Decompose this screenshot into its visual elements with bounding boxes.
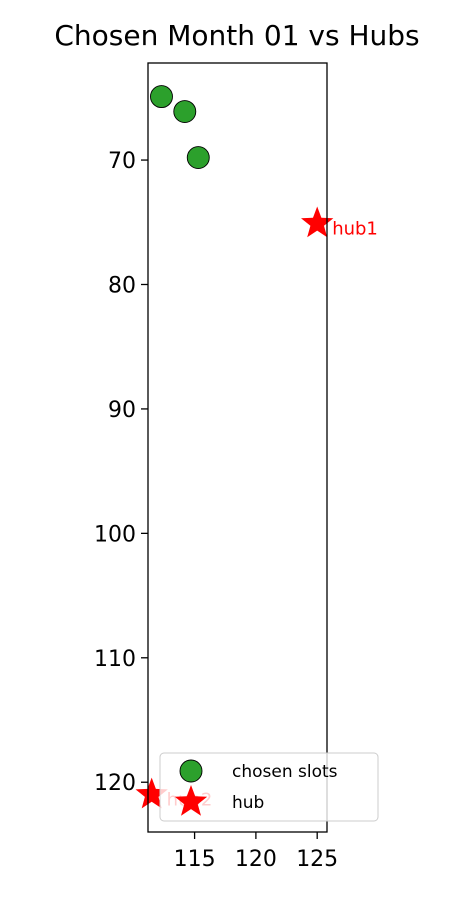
chosen-slot-point [150,85,173,109]
hub-label: hub1 [332,219,378,240]
legend-box [159,752,379,822]
chosen-slot-point [173,100,197,123]
chart-title: Chosen Month 01 vs Hubs [54,19,419,52]
plot-frame [147,62,328,833]
y-tick-label: 110 [94,647,136,672]
plot-area [148,63,327,832]
chosen-slot-point [186,146,210,170]
legend-star-icon [174,785,208,816]
y-tick-label: 120 [94,771,136,796]
legend-label: chosen slots [232,762,338,782]
legend: chosen slots hub [159,752,379,822]
x-tick-label: 125 [296,847,338,872]
x-tick-label: 115 [174,847,216,872]
y-tick-label: 100 [94,522,136,547]
legend-label: hub [232,793,264,813]
y-tick-label: 80 [108,273,136,298]
legend-circle-icon [179,759,203,783]
y-tick-label: 70 [108,149,136,174]
hub-point [301,206,334,238]
y-tick-label: 90 [108,398,136,423]
x-axis: 115 120 125 [174,832,338,872]
y-axis: 70 80 90 100 110 120 [94,149,148,796]
hub-point [135,777,168,809]
x-tick-label: 120 [235,847,277,872]
